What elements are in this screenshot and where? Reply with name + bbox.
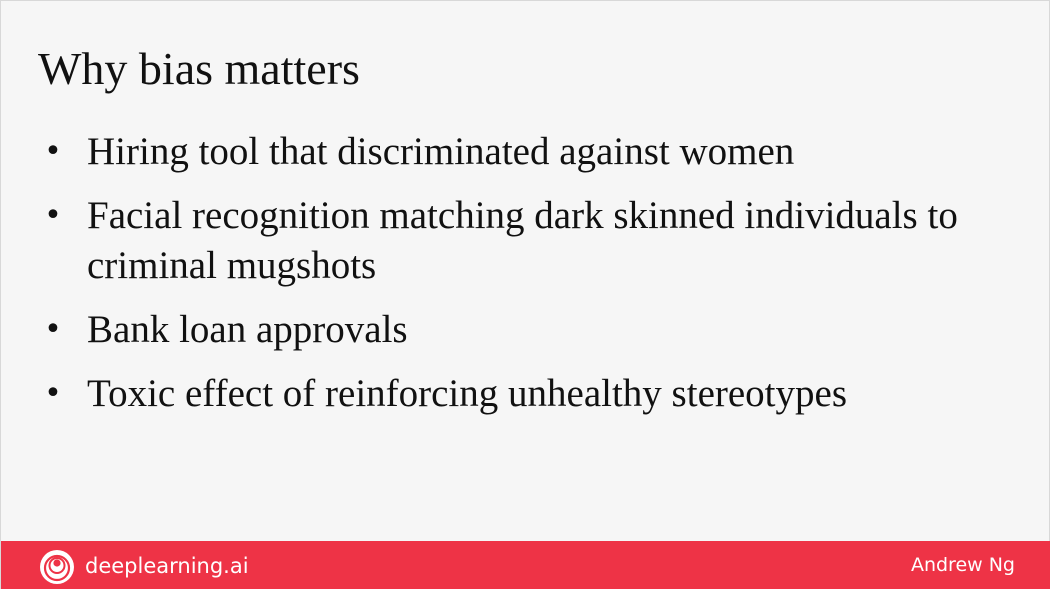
bullet-list: • Hiring tool that discriminated against…	[43, 127, 1033, 433]
bullet-marker: •	[44, 312, 62, 347]
bullet-text: Hiring tool that discriminated against w…	[87, 130, 795, 173]
bullet-item: • Toxic effect of reinforcing unhealthy …	[43, 369, 1033, 419]
bullet-text: Bank loan approvals	[87, 308, 408, 351]
bullet-marker: •	[44, 376, 62, 411]
bullet-text: Toxic effect of reinforcing unhealthy st…	[87, 372, 848, 415]
footer-bar: deeplearning.ai Andrew Ng	[1, 541, 1050, 589]
brand-name: deeplearning.ai	[85, 554, 249, 578]
bullet-text: Facial recognition matching dark skinned…	[87, 194, 958, 287]
deeplearning-logo-icon	[40, 550, 74, 584]
bullet-marker: •	[44, 198, 62, 233]
bullet-item: • Hiring tool that discriminated against…	[43, 127, 1033, 177]
bullet-item: • Facial recognition matching dark skinn…	[43, 191, 1033, 291]
bullet-marker: •	[44, 134, 62, 169]
slide-title: Why bias matters	[38, 43, 360, 94]
bullet-item: • Bank loan approvals	[43, 305, 1033, 355]
author-name: Andrew Ng	[910, 554, 1015, 576]
